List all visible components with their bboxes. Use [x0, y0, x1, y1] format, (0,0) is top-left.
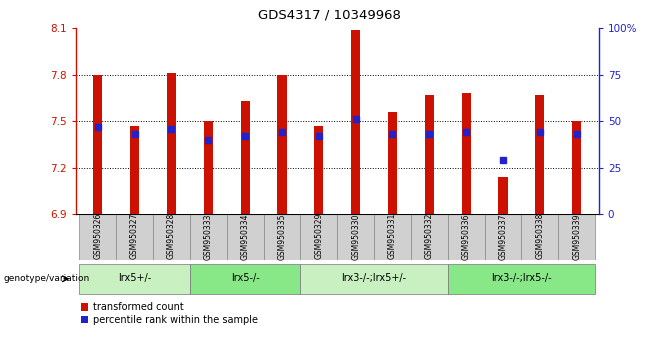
Bar: [204, 121, 213, 214]
Text: lrx5-/-: lrx5-/-: [231, 273, 259, 283]
Text: GSM950330: GSM950330: [351, 213, 360, 259]
Text: GSM950339: GSM950339: [572, 213, 581, 259]
Text: lrx3-/-;lrx5+/-: lrx3-/-;lrx5+/-: [342, 273, 407, 283]
Bar: [447, 264, 595, 294]
Bar: [153, 214, 190, 260]
Bar: [535, 95, 544, 214]
Bar: [278, 75, 287, 214]
Bar: [411, 214, 447, 260]
Bar: [315, 126, 324, 214]
Text: genotype/variation: genotype/variation: [3, 274, 89, 283]
Bar: [264, 214, 301, 260]
Text: GSM950336: GSM950336: [462, 213, 470, 259]
Bar: [498, 177, 507, 214]
Bar: [301, 264, 447, 294]
Text: GSM950332: GSM950332: [425, 213, 434, 259]
Legend: transformed count, percentile rank within the sample: transformed count, percentile rank withi…: [80, 302, 258, 325]
Bar: [558, 214, 595, 260]
Bar: [93, 75, 103, 214]
Text: GSM950331: GSM950331: [388, 213, 397, 259]
Bar: [116, 214, 153, 260]
Bar: [461, 93, 470, 214]
Bar: [484, 214, 521, 260]
Bar: [447, 214, 484, 260]
Text: GSM950329: GSM950329: [315, 213, 323, 259]
Bar: [80, 264, 190, 294]
Bar: [388, 112, 397, 214]
Bar: [80, 214, 116, 260]
Bar: [424, 95, 434, 214]
Text: GSM950334: GSM950334: [241, 213, 249, 259]
Bar: [241, 101, 250, 214]
Bar: [301, 214, 338, 260]
Text: lrx5+/-: lrx5+/-: [118, 273, 151, 283]
Text: GSM950337: GSM950337: [499, 213, 507, 259]
Text: GSM950327: GSM950327: [130, 213, 139, 259]
Bar: [130, 126, 139, 214]
Text: GSM950335: GSM950335: [278, 213, 286, 259]
Bar: [572, 121, 581, 214]
Text: GDS4317 / 10349968: GDS4317 / 10349968: [257, 9, 401, 22]
Bar: [190, 214, 227, 260]
Text: GSM950338: GSM950338: [536, 213, 544, 259]
Bar: [521, 214, 558, 260]
Text: GSM950328: GSM950328: [167, 213, 176, 259]
Bar: [338, 214, 374, 260]
Text: GSM950326: GSM950326: [93, 213, 102, 259]
Bar: [351, 30, 360, 214]
Bar: [167, 73, 176, 214]
Bar: [374, 214, 411, 260]
Bar: [190, 264, 301, 294]
Bar: [227, 214, 264, 260]
Text: lrx3-/-;lrx5-/-: lrx3-/-;lrx5-/-: [491, 273, 551, 283]
Text: GSM950333: GSM950333: [204, 213, 213, 259]
